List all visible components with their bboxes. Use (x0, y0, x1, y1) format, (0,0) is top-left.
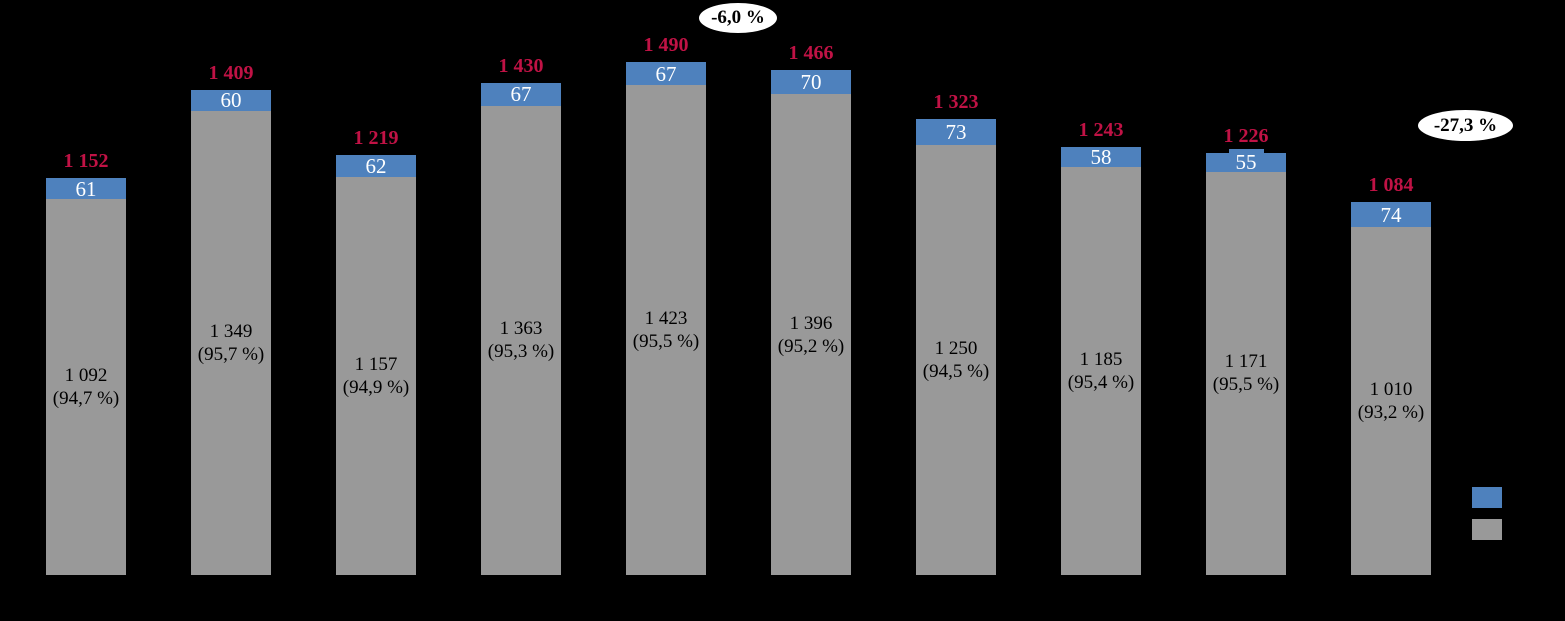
bar-8-blue-value: 58 (1090, 145, 1112, 170)
bar-1-gray-value: 1 092 (64, 365, 108, 386)
bar-2-total-label: 1 409 (208, 61, 254, 84)
annotation-text: -27,3 % (1433, 114, 1498, 136)
bar-7-blue-segment: 73 (916, 119, 996, 145)
bar-7-gray-value: 1 250 (934, 337, 978, 359)
bar-2-gray-value: 1 349 (209, 320, 253, 342)
legend-swatch-blue (1472, 487, 1502, 508)
bar-1-blue-segment: 61 (46, 176, 126, 201)
bar-9-gray-segment: 1 171 (95,5 %) (1206, 171, 1286, 575)
annotation-ellipse-change-2: -27,3 % (1418, 110, 1513, 141)
bar-8-gray-segment: 1 185 (95,4 %) (1061, 167, 1141, 575)
bar-9-gray-percent: (95,5 %) (1212, 374, 1280, 396)
bar-6-blue-value: 70 (800, 70, 822, 95)
bar-3-blue-value: 62 (365, 153, 387, 178)
annotation-ellipse-change-1: -6,0 % (699, 3, 777, 33)
bar-3-gray-value: 1 157 (354, 353, 398, 375)
bar-4-gray-percent: (95,3 %) (487, 341, 555, 363)
bar-2-blue-segment: 60 (191, 88, 271, 113)
bar-3-gray-segment: 1 157 (94,9 %) (336, 176, 416, 575)
bar-9-total-label: 1 226 (1223, 124, 1269, 147)
bar-7-gray-segment: 1 250 (94,5 %) (916, 144, 996, 575)
bar-1-gray-segment: 1 092 (94,7 %) (46, 199, 126, 575)
bar-4-total-label: 1 430 (498, 54, 544, 77)
bar-6-gray-value: 1 396 (789, 312, 833, 334)
bar-10-gray-segment: 1 010 (93,2 %) (1351, 227, 1431, 575)
bar-8-total-label: 1 243 (1078, 119, 1124, 142)
bar-1-total-label: 1 152 (63, 150, 109, 173)
bar-10-gray-value: 1 010 (1369, 379, 1413, 401)
bar-10-blue-value: 74 (1380, 202, 1402, 227)
bar-8-blue-segment: 58 (1061, 145, 1141, 170)
bar-3-gray-percent: (94,9 %) (342, 376, 410, 398)
bar-4-blue-segment: 67 (481, 82, 561, 107)
bar-8-gray-value: 1 185 (1079, 348, 1123, 370)
annotation-text: -6,0 % (711, 7, 765, 28)
bar-5-blue-segment: 67 (626, 61, 706, 86)
bar-5-blue-value: 67 (655, 61, 677, 86)
bar-3-total-label: 1 219 (353, 127, 399, 150)
bar-2-gray-percent: (95,7 %) (197, 343, 265, 365)
bar-7-blue-value: 73 (945, 120, 967, 145)
bar-5-gray-percent: (95,5 %) (632, 331, 700, 353)
bar-10-total-label: 1 084 (1368, 173, 1414, 196)
bar-6-gray-segment: 1 396 (95,2 %) (771, 94, 851, 575)
bar-1-gray-percent: (94,7 %) (52, 388, 120, 409)
bar-10-gray-percent: (93,2 %) (1357, 402, 1425, 424)
bar-4-gray-value: 1 363 (499, 318, 543, 340)
bar-8-gray-percent: (95,4 %) (1067, 371, 1135, 393)
legend-swatch-gray (1472, 519, 1502, 540)
bar-5-gray-value: 1 423 (644, 308, 688, 330)
bar-7-gray-percent: (94,5 %) (922, 360, 990, 382)
bar-1-blue-value: 61 (75, 176, 97, 201)
bar-9-blue-segment: 55 (1206, 149, 1286, 176)
bar-2-blue-value: 60 (220, 88, 242, 113)
bar-4-gray-segment: 1 363 (95,3 %) (481, 105, 561, 575)
bar-7-total-label: 1 323 (933, 91, 979, 114)
bar-9-gray-value: 1 171 (1224, 351, 1268, 373)
bar-6-total-label: 1 466 (788, 42, 834, 65)
bar-5-total-label: 1 490 (643, 34, 689, 56)
bar-2-gray-segment: 1 349 (95,7 %) (191, 110, 271, 575)
bar-6-blue-segment: 70 (771, 70, 851, 95)
bar-6-gray-percent: (95,2 %) (777, 335, 845, 357)
bar-4-blue-value: 67 (510, 82, 532, 107)
bar-9-blue-value: 55 (1228, 149, 1264, 176)
bar-3-blue-segment: 62 (336, 153, 416, 178)
bar-5-gray-segment: 1 423 (95,5 %) (626, 85, 706, 575)
bar-10-blue-segment: 74 (1351, 201, 1431, 228)
